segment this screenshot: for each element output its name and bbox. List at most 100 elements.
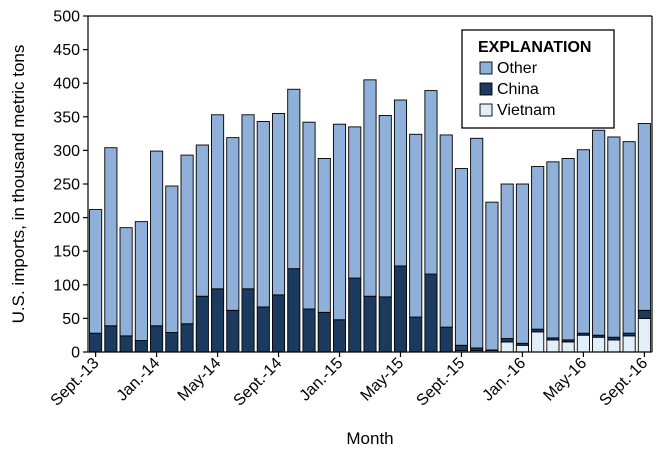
bar-segment-china <box>104 325 118 353</box>
bar-segment-vietnam <box>561 341 575 353</box>
x-tick-label: Sept.-13 <box>48 355 103 410</box>
y-axis-title: U.S. imports, in thousand metric tons <box>9 45 28 324</box>
bar-segment-china <box>89 332 103 353</box>
bar-segment-other <box>531 166 545 330</box>
bar-segment-china <box>409 316 423 353</box>
legend-swatch-vietnam <box>479 103 493 117</box>
bar-segment-china <box>500 338 514 343</box>
bar-segment-china <box>134 340 148 353</box>
bar-segment-other <box>195 144 209 297</box>
bar-segment-other <box>607 136 621 338</box>
x-tick-label: Sept.-14 <box>231 355 286 410</box>
bar-segment-vietnam <box>515 344 529 353</box>
bars-layer <box>89 79 651 353</box>
bar-segment-other <box>165 185 179 333</box>
y-tick-label: 200 <box>53 210 80 227</box>
legend-swatch-other <box>479 61 493 75</box>
bar-segment-china <box>241 288 255 353</box>
legend-swatch-china <box>479 82 493 96</box>
bar-segment-china <box>150 325 164 353</box>
bar-segment-other <box>561 158 575 341</box>
bar-segment-other <box>119 227 133 337</box>
bar-segment-china <box>226 309 240 353</box>
bar-segment-other <box>378 115 392 298</box>
bar-segment-other <box>485 201 499 351</box>
x-tick-label: Jan.-14 <box>114 355 164 405</box>
bar-segment-china <box>393 265 408 353</box>
x-tick-label: Sept.-15 <box>413 355 468 410</box>
bar-segment-other <box>287 88 301 270</box>
bar-segment-other <box>500 183 514 340</box>
legend-label-vietnam: Vietnam <box>497 102 555 119</box>
bar-segment-china <box>424 273 438 353</box>
bar-segment-other <box>439 134 453 328</box>
bar-segment-other <box>134 221 148 342</box>
bar-segment-china <box>454 344 468 352</box>
bar-segment-china <box>119 335 133 353</box>
bar-segment-china <box>317 311 331 353</box>
y-tick-label: 400 <box>53 76 80 93</box>
bar-segment-other <box>454 168 468 346</box>
bar-segment-other <box>409 133 423 318</box>
bar-segment-china <box>302 308 316 353</box>
bar-segment-other <box>89 209 103 334</box>
axes-layer <box>87 15 653 353</box>
bar-segment-other <box>637 123 651 311</box>
bar-segment-china <box>363 295 377 353</box>
y-tick-label: 100 <box>53 277 80 294</box>
legend-label-china: China <box>497 81 539 98</box>
bar-segment-vietnam <box>500 341 514 353</box>
bar-segment-china <box>637 309 651 319</box>
bar-segment-china <box>332 319 347 353</box>
bar-segment-other <box>576 149 590 334</box>
bar-segment-other <box>470 137 484 349</box>
bar-segment-other <box>211 114 225 290</box>
x-tick-label: Sept.-16 <box>596 355 651 410</box>
bar-segment-other <box>104 147 118 327</box>
bar-segment-other <box>424 90 438 275</box>
bar-segment-china <box>287 268 301 353</box>
bar-segment-vietnam <box>592 336 606 353</box>
bar-segment-vietnam <box>576 334 590 353</box>
y-tick-label: 250 <box>53 177 80 194</box>
x-tick-label: May-16 <box>540 355 590 405</box>
bar-segment-other <box>515 183 529 344</box>
y-tick-label: 500 <box>53 9 80 26</box>
bar-segment-china <box>271 294 286 353</box>
bar-segment-other <box>363 79 377 297</box>
bar-segment-other <box>180 154 194 325</box>
y-tick-label: 0 <box>71 345 80 362</box>
legend-entries: Other China Vietnam <box>479 60 555 119</box>
legend-title: EXPLANATION <box>478 39 591 56</box>
bar-segment-other <box>348 126 362 279</box>
x-tick-label: May-14 <box>175 355 225 405</box>
bar-segment-other <box>150 150 164 327</box>
x-tick-label: Jan.-15 <box>297 355 347 405</box>
x-tick-label: May-15 <box>358 355 408 405</box>
bar-segment-china <box>180 323 194 353</box>
bar-segment-china <box>348 277 362 353</box>
y-tick-label: 150 <box>53 244 80 261</box>
x-axis-title: Month <box>346 429 393 448</box>
bar-segment-other <box>546 161 560 339</box>
y-tick-label: 50 <box>62 311 80 328</box>
x-tick-label: Jan.-16 <box>479 355 529 405</box>
bar-segment-china <box>378 296 392 353</box>
legend: EXPLANATION Other China Vietnam <box>461 29 615 129</box>
bar-segment-china <box>256 306 270 353</box>
bar-segment-other <box>393 99 408 267</box>
bar-segment-china <box>195 295 209 353</box>
y-tick-label: 450 <box>53 42 80 59</box>
bar-segment-china <box>439 326 453 353</box>
bar-segment-other <box>302 121 316 310</box>
bar-segment-vietnam <box>622 335 636 353</box>
y-tick-label: 350 <box>53 109 80 126</box>
bar-segment-vietnam <box>531 331 545 353</box>
bar-segment-vietnam <box>637 317 651 353</box>
bar-segment-other <box>317 158 331 313</box>
bar-segment-other <box>256 121 270 308</box>
bar-segment-china <box>211 288 225 353</box>
bar-segment-vietnam <box>607 339 621 353</box>
